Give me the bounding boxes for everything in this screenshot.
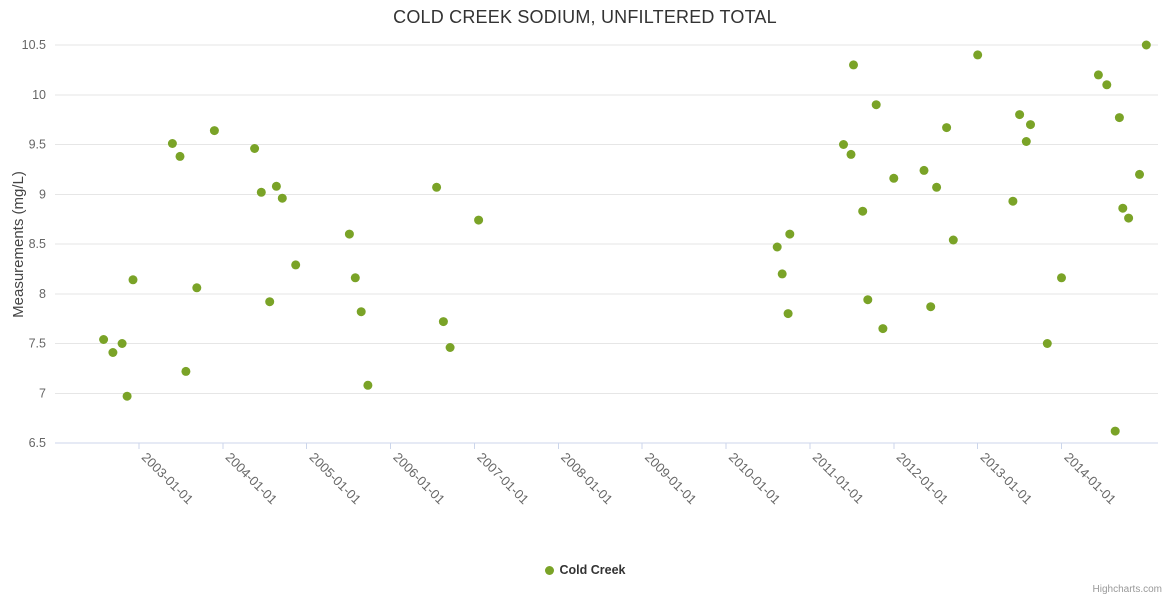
y-tick-label: 8 [39, 287, 46, 301]
x-tick-label: 2010-01-01 [726, 450, 784, 508]
data-point[interactable] [432, 182, 442, 192]
x-tick-label: 2013-01-01 [978, 450, 1036, 508]
data-point[interactable] [209, 126, 219, 136]
data-point[interactable] [167, 139, 177, 148]
data-point[interactable] [256, 187, 266, 197]
data-point[interactable] [99, 335, 109, 344]
data-point[interactable] [783, 309, 793, 319]
legend-label: Cold Creek [559, 563, 626, 577]
x-tick-label: 2014-01-01 [1061, 450, 1119, 508]
x-tick-label: 2006-01-01 [390, 450, 448, 508]
x-tick-label: 2009-01-01 [642, 450, 700, 508]
data-point[interactable] [926, 302, 936, 312]
data-point[interactable] [474, 215, 484, 225]
data-point[interactable] [863, 295, 873, 305]
data-point[interactable] [839, 140, 848, 149]
data-point[interactable] [846, 149, 856, 159]
y-tick-label: 8.5 [29, 237, 46, 251]
data-point[interactable] [363, 380, 373, 390]
data-point[interactable] [889, 173, 899, 183]
y-tick-label: 7.5 [29, 337, 46, 351]
data-point[interactable] [1118, 203, 1128, 213]
data-point[interactable] [271, 181, 281, 191]
data-point[interactable] [1114, 113, 1124, 123]
chart-title: COLD CREEK SODIUM, UNFILTERED TOTAL [393, 7, 777, 27]
data-point[interactable] [250, 144, 260, 153]
data-point[interactable] [192, 283, 202, 293]
data-point[interactable] [1042, 339, 1052, 348]
data-point[interactable] [1057, 273, 1066, 283]
data-point[interactable] [1102, 80, 1112, 90]
data-point[interactable] [175, 151, 185, 161]
y-tick-label: 7 [39, 386, 46, 400]
credits-link[interactable]: Highcharts.com [1092, 584, 1162, 595]
data-point[interactable] [122, 391, 132, 401]
data-point[interactable] [117, 339, 127, 348]
data-point[interactable] [181, 366, 191, 376]
x-tick-label: 2011-01-01 [810, 450, 867, 507]
data-point[interactable] [858, 206, 868, 216]
x-tick-label: 2004-01-01 [223, 450, 281, 508]
data-point[interactable] [1110, 426, 1120, 436]
y-tick-label: 6.5 [29, 436, 46, 450]
data-point[interactable] [849, 60, 858, 70]
data-point[interactable] [265, 297, 275, 307]
data-point[interactable] [1124, 213, 1134, 223]
x-tick-label: 2012-01-01 [894, 450, 952, 508]
data-point[interactable] [438, 317, 448, 327]
data-point[interactable] [932, 182, 942, 192]
x-tick-label: 2007-01-01 [474, 450, 532, 508]
data-point[interactable] [108, 348, 118, 357]
data-point[interactable] [1026, 120, 1035, 130]
data-point[interactable] [344, 229, 354, 239]
data-point[interactable] [277, 193, 287, 203]
data-point[interactable] [973, 50, 983, 60]
plot-area: 6.5 7 7.5 8 8.5 9 9.5 10 10.5 2003-01-01 2004-01-0… [22, 38, 1158, 508]
data-point[interactable] [785, 229, 795, 239]
data-point[interactable] [871, 100, 881, 110]
data-point[interactable] [1135, 169, 1144, 179]
data-point[interactable] [1021, 137, 1031, 146]
data-point[interactable] [356, 307, 366, 317]
data-point[interactable] [772, 242, 782, 252]
y-tick-label: 10.5 [22, 38, 46, 52]
data-point[interactable] [878, 324, 888, 334]
x-tick-label: 2005-01-01 [307, 450, 365, 508]
data-point[interactable] [777, 269, 787, 279]
data-point[interactable] [350, 273, 360, 283]
data-point[interactable] [291, 260, 301, 270]
data-point[interactable] [445, 343, 455, 352]
data-point[interactable] [1093, 70, 1103, 80]
data-point[interactable] [919, 165, 929, 175]
x-tick-label: 2008-01-01 [558, 450, 616, 508]
y-tick-label: 9.5 [29, 138, 46, 152]
data-point[interactable] [1015, 110, 1025, 120]
x-tick-label: 2003-01-01 [139, 450, 197, 508]
data-point[interactable] [1008, 196, 1018, 206]
data-point[interactable] [948, 235, 958, 245]
legend-marker-icon [544, 565, 554, 575]
data-point[interactable] [1141, 40, 1151, 50]
data-point[interactable] [128, 275, 138, 285]
y-tick-label: 10 [32, 88, 46, 102]
y-tick-label: 9 [39, 187, 46, 201]
legend-item-cold-creek[interactable]: Cold Creek [0, 563, 1170, 577]
data-point[interactable] [942, 123, 952, 133]
